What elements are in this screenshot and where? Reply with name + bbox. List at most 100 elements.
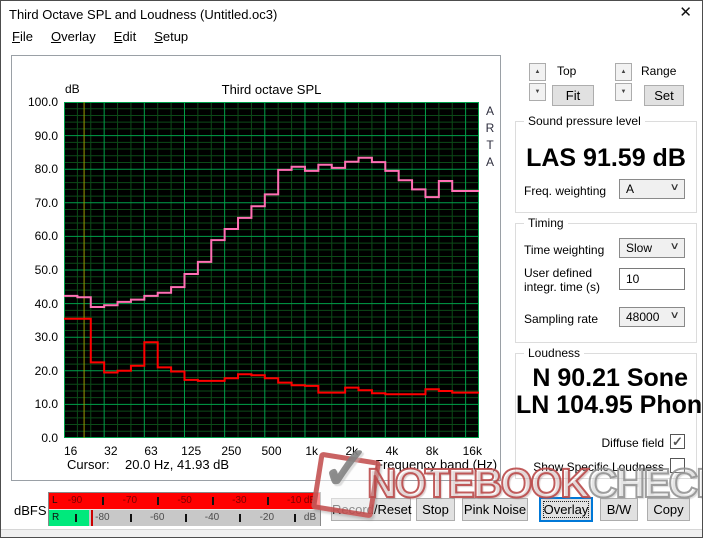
level-meter-left: L -90 -70 -50 -30 -10 dB (49, 493, 320, 510)
top-spin-up-icon[interactable]: ▲ (529, 63, 546, 81)
freq-weighting-select[interactable]: A ∨ (619, 179, 685, 199)
meter-tick-label: -60 (149, 512, 165, 523)
left-channel-label: L (52, 495, 58, 506)
x-tick-label: 2k (345, 444, 359, 458)
loudness-sone-value: N 90.21 Sone (532, 364, 688, 392)
range-spin-down-icon[interactable]: ▼ (615, 83, 632, 101)
range-spinner: ▲ ▼ (615, 63, 632, 101)
loudness-group: Loudness N 90.21 Sone LN 104.95 Phon Dif… (515, 346, 703, 479)
integr-time-label-1: User defined (524, 266, 593, 280)
x-tick-label: 125 (181, 444, 202, 458)
spl-group: Sound pressure level LAS 91.59 dB Freq. … (515, 114, 697, 213)
cursor-value: 20.0 Hz, 41.93 dB (125, 457, 230, 472)
show-specific-loudness-checkbox[interactable] (670, 458, 685, 473)
y-tick-label: 70.0 (34, 195, 58, 210)
loudness-group-title: Loudness (524, 346, 585, 360)
y-axis-unit-label: dB (65, 82, 80, 96)
meter-tick-mark (129, 514, 132, 522)
b-w-button[interactable]: B/W (600, 498, 638, 521)
close-icon[interactable]: ✕ (679, 4, 692, 21)
x-tick-label: 1k (305, 444, 318, 458)
time-weighting-label: Time weighting (524, 243, 605, 257)
chart-title: Third octave SPL (221, 82, 322, 97)
meter-tick-label: -70 (122, 495, 138, 506)
range-spin-up-icon[interactable]: ▲ (615, 63, 632, 81)
integr-time-label-2: integr. time (s) (524, 280, 601, 294)
x-tick-label: 250 (221, 444, 242, 458)
x-tick-label: 500 (261, 444, 282, 458)
y-tick-label: 30.0 (34, 330, 58, 345)
meter-tick-mark (294, 514, 297, 522)
right-channel-label: R (52, 512, 60, 523)
menu-item-file[interactable]: File (12, 29, 33, 44)
loudness-phon-value: LN 104.95 Phon (516, 391, 703, 419)
top-spin-down-icon[interactable]: ▼ (529, 83, 546, 101)
menu-item-edit[interactable]: Edit (113, 29, 137, 44)
sampling-rate-label: Sampling rate (524, 312, 599, 326)
y-tick-label: 40.0 (34, 296, 58, 311)
x-tick-label: 16 (64, 444, 78, 458)
right-level-bar (49, 510, 89, 526)
time-weighting-select[interactable]: Slow ∨ (619, 238, 685, 258)
meter-tick-label: -80 (95, 512, 110, 523)
y-tick-label: 100.0 (27, 95, 58, 109)
menu-item-overlay[interactable]: Overlay (50, 29, 96, 44)
meter-tick-mark (239, 514, 242, 522)
overlay-button[interactable]: Overlay (540, 498, 592, 521)
title-bar: Third Octave SPL and Loudness (Untitled.… (1, 1, 702, 27)
meter-tick-label: -90 (67, 495, 83, 506)
chevron-down-icon: ∨ (669, 310, 680, 321)
record-reset-button[interactable]: Record/Reset (331, 498, 411, 521)
window-title: Third Octave SPL and Loudness (Untitled.… (9, 7, 278, 22)
sampling-rate-select[interactable]: 48000 ∨ (619, 307, 685, 327)
diffuse-field-label: Diffuse field (601, 436, 664, 450)
sampling-rate-value: 48000 (626, 310, 660, 324)
meter-tick-mark (102, 497, 105, 505)
copy-button[interactable]: Copy (647, 498, 690, 521)
meter-tick-label: -10 (286, 495, 302, 506)
freq-weighting-value: A (626, 182, 635, 196)
y-tick-label: 90.0 (34, 128, 58, 143)
integr-time-input[interactable]: 10 (619, 268, 685, 290)
x-tick-label: 63 (144, 444, 158, 458)
diffuse-field-checkbox[interactable]: ✓ (670, 434, 685, 449)
meter-tick-label: -50 (177, 495, 192, 506)
set-button[interactable]: Set (644, 85, 684, 106)
menu-item-setup[interactable]: Setup (154, 29, 189, 44)
series-overlay-spl (64, 156, 479, 308)
dbfs-label: dBFS (14, 503, 47, 518)
level-meter-right: R -80 -60 -40 -20 dB (49, 510, 320, 526)
chevron-down-icon: ∨ (669, 241, 680, 252)
meter-tick-label: -30 (232, 495, 247, 506)
time-weighting-value: Slow (626, 241, 653, 255)
fit-button[interactable]: Fit (552, 85, 594, 106)
y-tick-label: 80.0 (34, 162, 58, 177)
show-specific-loudness-label: Show Specific Loudness (533, 460, 664, 474)
right-peak-indicator (91, 510, 93, 526)
x-tick-label: 4k (385, 444, 399, 458)
spl-group-title: Sound pressure level (524, 114, 645, 128)
freq-weighting-label: Freq. weighting (524, 184, 607, 198)
spl-plot[interactable] (64, 102, 479, 438)
x-tick-label: 16k (462, 444, 482, 458)
top-label: Top (557, 64, 577, 78)
stop-button[interactable]: Stop (416, 498, 455, 521)
y-tick-label: 60.0 (34, 229, 58, 244)
meter-tick-label: dB (303, 512, 317, 523)
meter-tick-label: -20 (259, 512, 275, 523)
timing-group: Timing Time weighting Slow ∨ User define… (515, 216, 697, 343)
y-tick-label: 10.0 (34, 397, 58, 412)
x-tick-label: 8k (425, 444, 439, 458)
x-tick-label: 32 (104, 444, 118, 458)
chevron-down-icon: ∨ (669, 182, 680, 193)
y-tick-label: 0.0 (41, 431, 58, 445)
meter-tick-label: -40 (204, 512, 220, 523)
pink-noise-button[interactable]: Pink Noise (462, 498, 528, 521)
spl-value: LAS 91.59 dB (526, 144, 686, 172)
y-tick-label: 50.0 (34, 263, 58, 277)
window-bottom-edge (1, 529, 702, 537)
series-current-spl (64, 317, 479, 396)
